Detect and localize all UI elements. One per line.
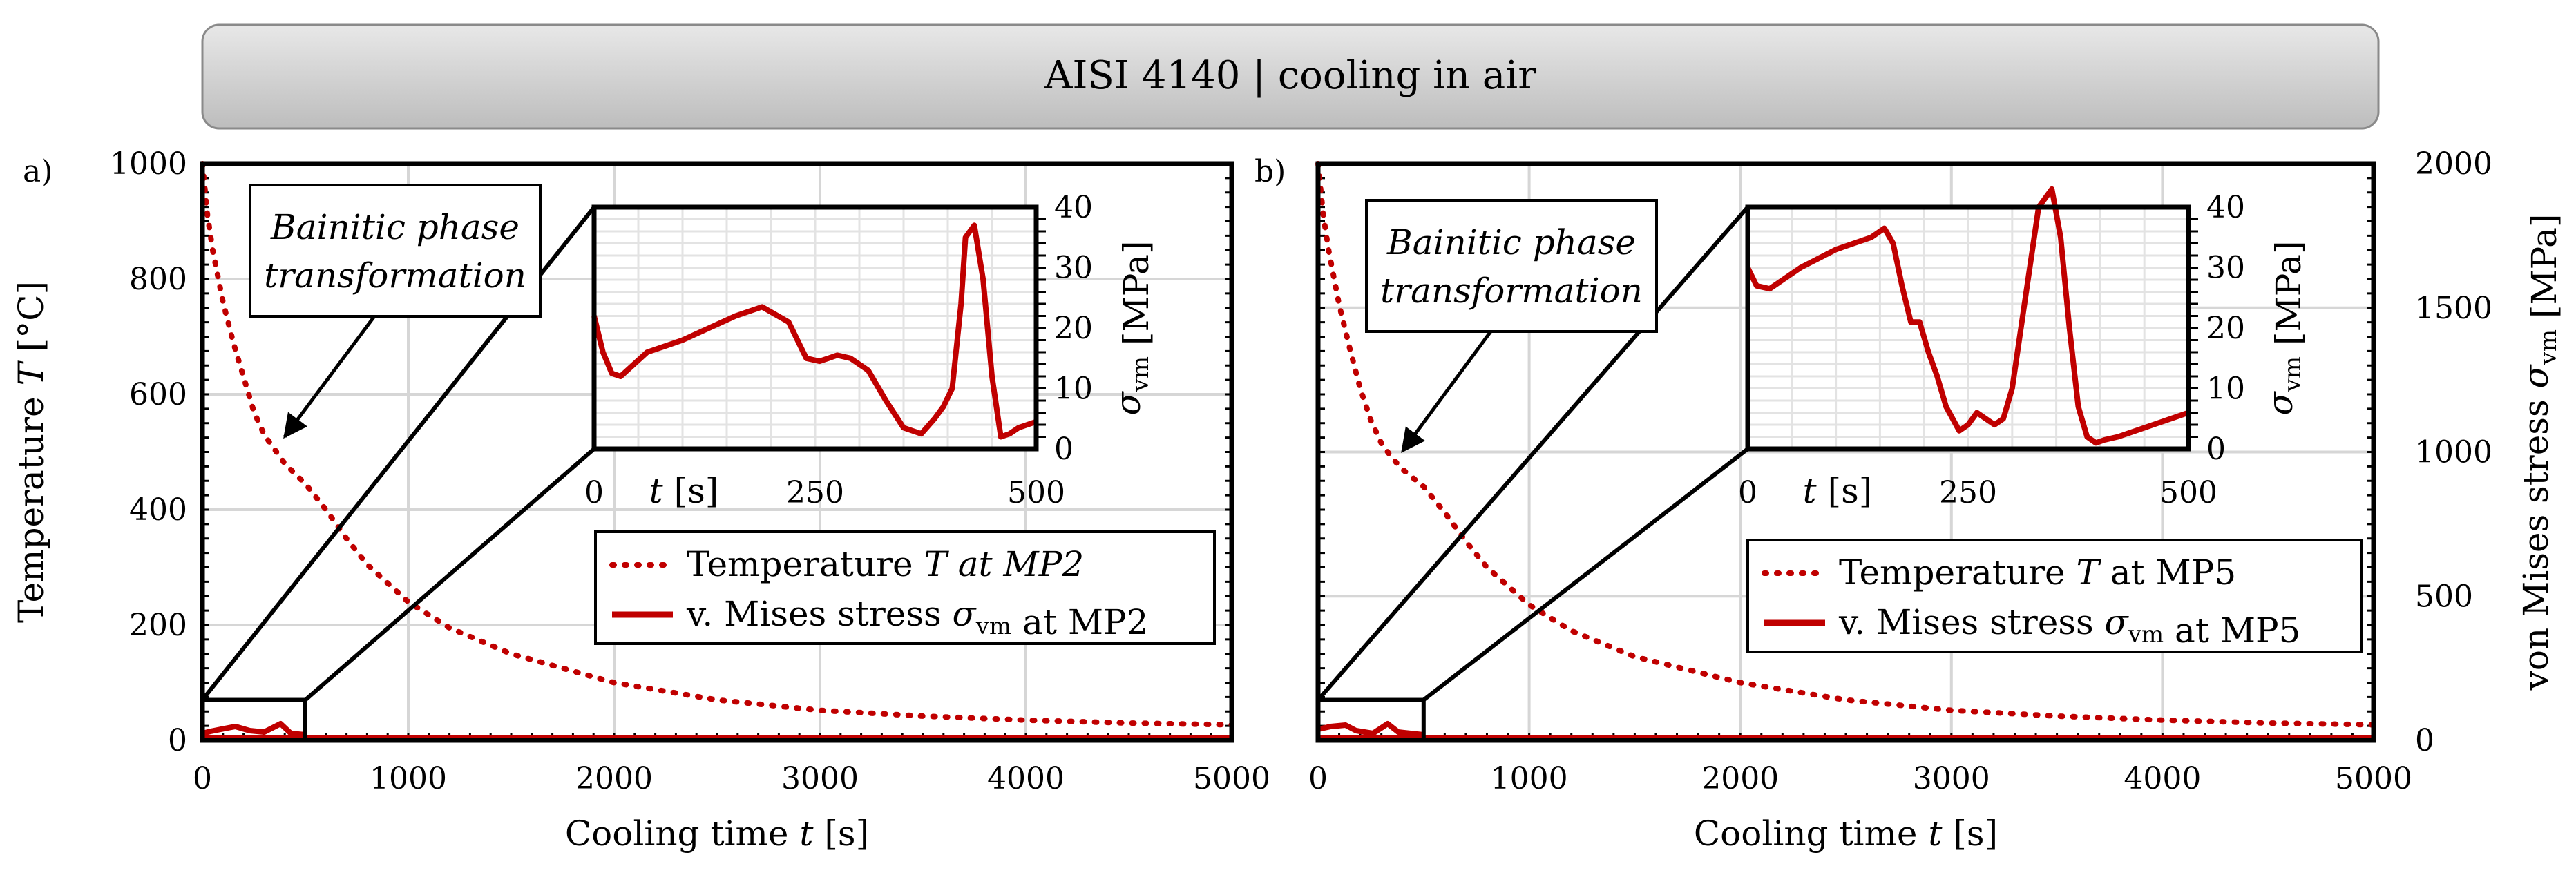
legend-label-temperature: Temperature T at MP5 (1839, 552, 2236, 593)
inset-x-tick-label: 250 (1939, 475, 1997, 510)
y-tick-label: 500 (2415, 579, 2473, 614)
inset-stress-line (591, 222, 1038, 440)
panel-label: a) (23, 154, 53, 189)
legend-label-temperature: Temperature T at MP2 (687, 544, 1084, 584)
y-tick-label: 1000 (110, 146, 187, 182)
inset-y-axis-label: σvm [MPa] (2260, 241, 2309, 416)
legend-box (1746, 539, 2363, 653)
series-temperature-line (1315, 161, 2376, 728)
inset-y-tick-label: 10 (2206, 372, 2245, 407)
inset-frame (1745, 204, 2191, 452)
series-stress-detail (202, 721, 306, 738)
inset-y-tick-label: 30 (2206, 251, 2245, 286)
x-tick-label: 4000 (2124, 761, 2201, 796)
inset-x-tick-label: 0 (584, 475, 604, 510)
annotation-arrow (1401, 330, 1493, 454)
x-tick-label: 5000 (1193, 761, 1270, 796)
x-axis-label: Cooling time t [s] (1694, 814, 1998, 854)
legend: Temperature T at MP2 v. Mises stress σvm … (594, 530, 1216, 645)
annotation-text: Bainitic phase (270, 207, 519, 247)
inset-y-tick-label: 10 (1054, 372, 1093, 407)
inset-y-tick-label: 20 (1054, 311, 1093, 346)
x-tick-label: 4000 (987, 761, 1065, 796)
y-tick-label: 1000 (2415, 435, 2492, 470)
x-tick-label: 1000 (1491, 761, 1568, 796)
x-tick-label: 2000 (575, 761, 653, 796)
plot-frame (1315, 161, 2376, 743)
y-axis-label: Temperature T [°C] (11, 281, 51, 623)
y-tick-label: 0 (2415, 723, 2434, 758)
inset-y-tick-label: 0 (2206, 432, 2226, 467)
panel-label: b) (1254, 154, 1286, 189)
inset-y-axis-label: σvm [MPa] (1108, 241, 1156, 416)
figure-title: AISI 4140 | cooling in air (1044, 53, 1536, 98)
annotation-text: transformation (1380, 271, 1643, 311)
annotation-text: Bainitic phase (1386, 222, 1636, 262)
y-tick-label: 1500 (2415, 291, 2492, 326)
legend-label-stress: v. Mises stress σvm at MP2 (686, 594, 1148, 642)
zoom-connector (1422, 447, 1749, 702)
annotation-text: transformation (264, 256, 526, 296)
zoom-connector (304, 447, 595, 702)
title-banner-box (201, 23, 2380, 130)
x-tick-label: 2000 (1701, 761, 1779, 796)
series-temperature-line (200, 161, 1234, 728)
y-tick-label: 400 (129, 492, 187, 528)
x-tick-label: 0 (1308, 761, 1328, 796)
inset-x-axis-label: t [s] (649, 471, 719, 511)
inset-chart: 0 10 20 30 40 0 250 500 t [s] σvm [MPa] (1738, 186, 2309, 511)
y-tick-label: 2000 (2415, 146, 2492, 182)
annotation: Bainitic phase transformation (1365, 199, 1658, 454)
inset-frame (591, 204, 1039, 452)
inset-y-tick-label: 0 (1054, 432, 1074, 467)
inset-y-tick-label: 30 (1054, 251, 1093, 286)
annotation-box (249, 184, 542, 318)
inset-x-tick-label: 500 (1007, 475, 1065, 510)
title-banner: AISI 4140 | cooling in air (201, 23, 2380, 130)
inset-x-axis-label: t [s] (1803, 471, 1873, 511)
legend: Temperature T at MP5 v. Mises stress σvm … (1746, 539, 2363, 653)
y-tick-label: 200 (129, 608, 187, 643)
inset-x-tick-label: 250 (786, 475, 844, 510)
x-tick-label: 5000 (2335, 761, 2412, 796)
inset-y-tick-label: 40 (2206, 190, 2245, 225)
y-tick-label: 0 (168, 723, 187, 758)
x-tick-label: 3000 (781, 761, 859, 796)
inset-y-tick-label: 20 (2206, 311, 2245, 346)
inset-x-tick-label: 500 (2159, 475, 2217, 510)
series-stress-detail (1317, 721, 1424, 738)
x-tick-label: 1000 (370, 761, 447, 796)
y-tick-label: 600 (129, 377, 187, 412)
zoom-connector (1316, 206, 1750, 702)
legend-box (594, 530, 1216, 645)
x-axis-label: Cooling time t [s] (565, 814, 869, 854)
plot-frame (200, 161, 1234, 743)
annotation-arrow (283, 315, 376, 439)
y-axis-label: von Mises stress σvm [MPa] (2516, 214, 2564, 691)
inset-stress-line (1745, 186, 2190, 446)
inset-chart: 0 10 20 30 40 0 250 500 t [s] σvm [MPa] (584, 190, 1156, 511)
annotation: Bainitic phase transformation (249, 184, 542, 439)
annotation-box (1365, 199, 1658, 333)
inset-x-tick-label: 0 (1738, 475, 1757, 510)
legend-label-stress: v. Mises stress σvm at MP5 (1838, 602, 2300, 651)
inset-y-tick-label: 40 (1054, 190, 1093, 225)
y-tick-label: 800 (129, 262, 187, 297)
x-tick-label: 3000 (1913, 761, 1990, 796)
x-tick-label: 0 (193, 761, 212, 796)
